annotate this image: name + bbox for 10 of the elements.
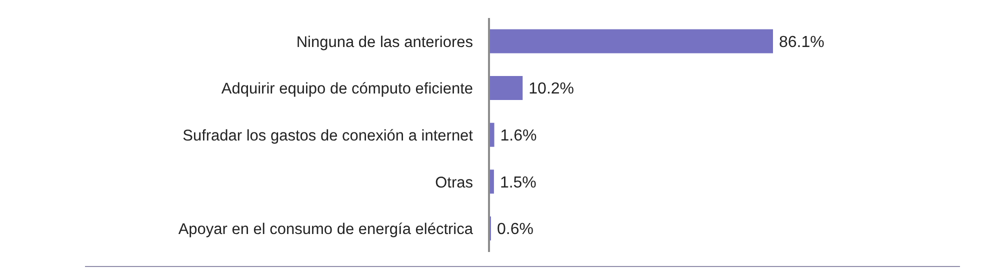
y-tick-label: Apoyar en el consumo de energía eléctrica [178,221,474,238]
data-label: 86.1% [779,34,824,51]
y-tick-label: Adquirir equipo de cómputo eficiente [221,80,473,98]
y-tick-label: Otras [435,174,474,192]
y-tick-label: Sufradar los gastos de conexión a internet [182,128,474,145]
data-label: 0.6% [496,221,534,238]
data-label: 1.6% [500,128,537,145]
data-label: 10.2% [528,80,574,98]
data-label: 1.5% [500,174,536,192]
y-tick-label: Ninguna de las anteriores [296,34,474,51]
